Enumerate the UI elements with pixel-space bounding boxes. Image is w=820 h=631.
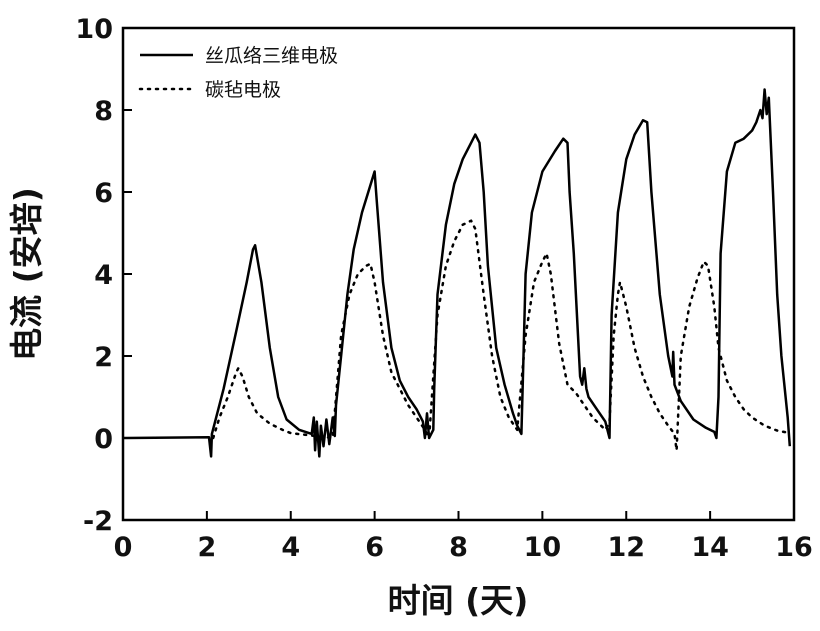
series-line-2 [211, 219, 792, 452]
x-axis: 0 2 4 6 8 10 12 14 16 [114, 511, 813, 563]
x-tick-label: 8 [449, 532, 468, 563]
x-tick-label: 4 [281, 532, 300, 563]
y-tick-label: 4 [94, 260, 113, 291]
x-tick-label: 10 [524, 532, 562, 563]
y-axis-title: 电流 (安培) [7, 187, 46, 361]
y-tick-label: 8 [94, 96, 113, 127]
y-axis: -2 0 2 4 6 8 10 [75, 14, 132, 537]
series-layer [122, 88, 792, 458]
x-tick-label: 2 [197, 532, 216, 563]
legend-label-series-2: 碳毡电极 [205, 79, 281, 101]
y-tick-label: 10 [75, 14, 113, 45]
legend-label-series-1: 丝瓜络三维电极 [205, 45, 338, 67]
series-line-1 [122, 88, 792, 458]
y-tick-label: 0 [94, 424, 113, 455]
x-tick-label: 0 [114, 532, 133, 563]
y-tick-label: -2 [83, 506, 113, 537]
x-axis-title: 时间 (天) [388, 581, 529, 620]
x-tick-label: 14 [691, 532, 729, 563]
x-tick-label: 12 [607, 532, 645, 563]
plot-frame [121, 26, 796, 522]
x-tick-label: 16 [775, 532, 813, 563]
y-tick-label: 6 [94, 178, 113, 209]
x-tick-label: 6 [365, 532, 384, 563]
legend: 丝瓜络三维电极 碳毡电极 [138, 45, 338, 101]
y-tick-label: 2 [94, 342, 113, 373]
